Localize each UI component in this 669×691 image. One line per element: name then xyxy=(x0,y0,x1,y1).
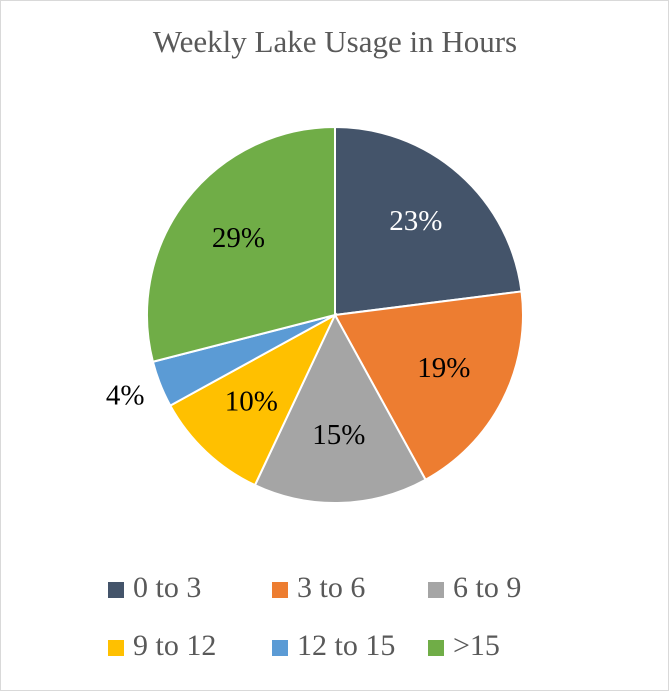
legend-label: >15 xyxy=(453,629,500,662)
data-label: 10% xyxy=(225,386,278,418)
data-label: 23% xyxy=(389,205,442,237)
legend-swatch xyxy=(428,640,444,656)
legend-label: 9 to 12 xyxy=(133,629,216,662)
legend-label: 6 to 9 xyxy=(453,571,521,604)
legend-label: 12 to 15 xyxy=(297,629,395,662)
legend-swatch xyxy=(272,640,288,656)
chart-title: Weekly Lake Usage in Hours xyxy=(153,24,517,59)
pie-slice xyxy=(168,312,338,487)
data-label: 4% xyxy=(106,380,145,412)
pie-slice xyxy=(334,125,523,317)
data-label: 15% xyxy=(312,419,365,451)
legend-swatch xyxy=(108,582,124,598)
legend-swatch xyxy=(428,582,444,598)
data-label: 29% xyxy=(212,222,265,254)
legend-swatch xyxy=(272,582,288,598)
legend-swatch xyxy=(108,640,124,656)
legend-label: 3 to 6 xyxy=(297,571,365,604)
data-label: 19% xyxy=(417,352,470,384)
legend-label: 0 to 3 xyxy=(133,571,201,604)
pie-slice xyxy=(253,312,427,504)
pie-slice xyxy=(333,290,524,482)
pie-slice xyxy=(146,125,336,363)
